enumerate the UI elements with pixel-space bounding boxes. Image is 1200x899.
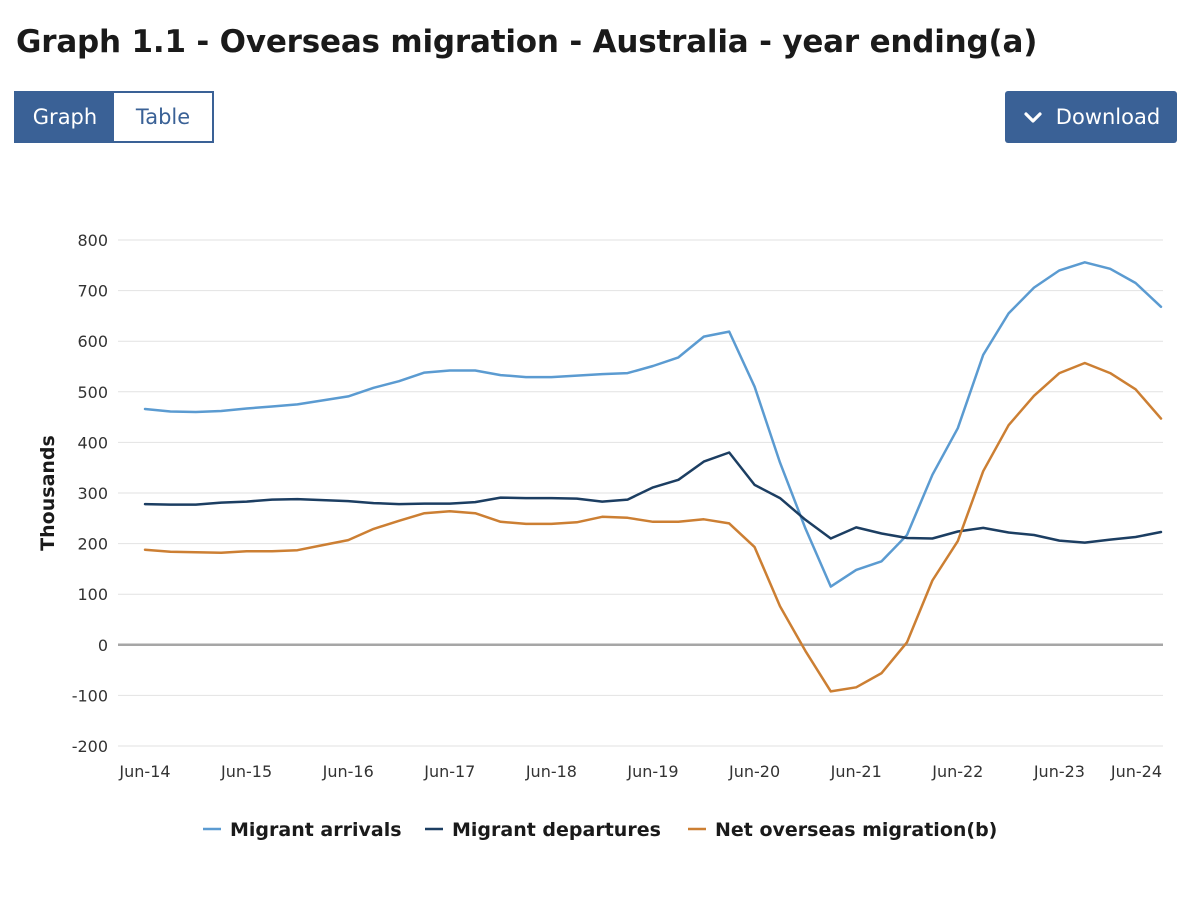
series-line-migrant-departures: [143, 451, 1163, 544]
y-axis-label: Thousands: [37, 435, 59, 551]
x-tick-label: Jun-19: [626, 762, 678, 781]
x-tick-label: Jun-16: [322, 762, 374, 781]
y-tick-label: 400: [77, 433, 108, 452]
y-tick-label: 500: [77, 383, 108, 402]
legend-label[interactable]: Net overseas migration(b): [715, 819, 997, 841]
page-title: Graph 1.1 - Overseas migration - Austral…: [16, 24, 1038, 60]
y-tick-label: 600: [77, 332, 108, 351]
series-line-migrant-arrivals: [143, 261, 1163, 588]
y-tick-label: 0: [98, 636, 108, 655]
tab-table[interactable]: Table: [114, 93, 212, 141]
y-tick-label: -200: [72, 737, 108, 756]
y-tick-label: 800: [77, 231, 108, 250]
x-tick-label: Jun-21: [830, 762, 882, 781]
x-tick-label: Jun-17: [423, 762, 475, 781]
y-tick-label: -100: [72, 686, 108, 705]
chevron-down-icon: [1022, 106, 1044, 128]
x-axis-ticks: Jun-14 Jun-15 Jun-16 Jun-17 Jun-18 Jun-19 Jun-…: [118, 762, 1162, 781]
legend-label[interactable]: Migrant departures: [452, 819, 661, 841]
series-line-net-overseas-migration-b: [143, 361, 1163, 693]
x-tick-label: Jun-22: [931, 762, 983, 781]
y-tick-label: 300: [77, 484, 108, 503]
view-toggle: Graph Table: [14, 91, 214, 143]
download-button[interactable]: Download: [1005, 91, 1177, 143]
x-tick-label: Jun-14: [118, 762, 170, 781]
x-tick-label: Jun-15: [220, 762, 272, 781]
x-tick-label: Jun-23: [1033, 762, 1085, 781]
x-tick-label: Jun-24: [1110, 762, 1162, 781]
y-axis-ticks: -200 -100 0 100 200 300 400 500 600 700 800: [72, 231, 108, 756]
series-lines: [143, 261, 1163, 693]
tab-graph[interactable]: Graph: [16, 93, 114, 141]
y-tick-label: 700: [77, 282, 108, 301]
legend-label[interactable]: Migrant arrivals: [230, 819, 402, 841]
y-tick-label: 200: [77, 535, 108, 554]
legend: Migrant arrivals Migrant departures Net ov…: [203, 819, 997, 841]
download-label: Download: [1055, 105, 1161, 129]
x-tick-label: Jun-18: [525, 762, 577, 781]
x-tick-label: Jun-20: [728, 762, 780, 781]
y-tick-label: 100: [77, 585, 108, 604]
